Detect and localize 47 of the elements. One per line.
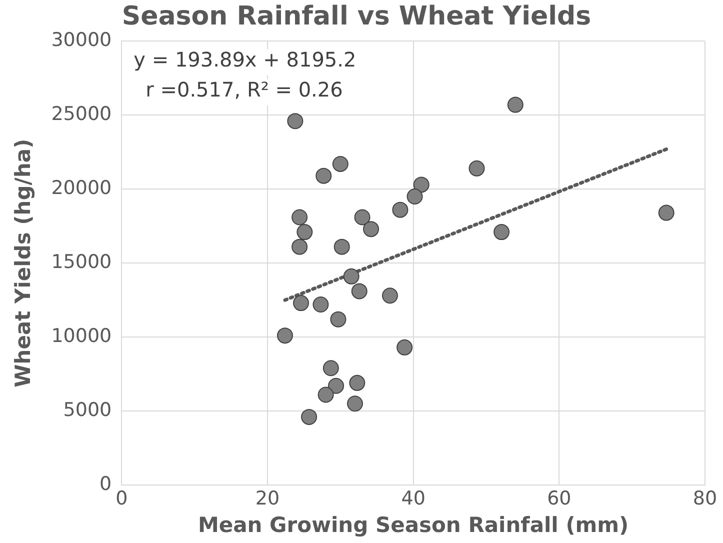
point (296, 224, 313, 240)
point (354, 209, 370, 226)
point (293, 295, 310, 312)
point (287, 113, 304, 130)
y-tick-label: 5000 (63, 398, 112, 421)
point (328, 378, 344, 394)
x-tick-label: 0 (116, 487, 128, 510)
point (301, 408, 318, 425)
point (351, 283, 368, 300)
x-tick-label: 80 (692, 487, 718, 510)
point (392, 202, 408, 218)
point (349, 374, 366, 391)
point (396, 339, 413, 356)
chart-title: Season Rainfall vs Wheat Yields (122, 1, 592, 32)
x-tick-label: 40 (401, 487, 426, 510)
annotation: r =0.517, R² = 0.26 (146, 77, 343, 102)
point (330, 311, 346, 328)
point (322, 360, 339, 376)
point (413, 176, 430, 193)
x-tick-label: 60 (547, 487, 572, 510)
point (363, 221, 380, 238)
y-tick-label: 20000 (51, 177, 112, 200)
y-tick-label: 15000 (51, 251, 112, 274)
annotation: y = 193.89x + 8195.2 (134, 47, 356, 72)
point (507, 96, 524, 113)
y-tick-label: 10000 (51, 325, 112, 348)
point (382, 288, 398, 304)
point (276, 328, 293, 344)
point (316, 168, 332, 184)
y-tick-label: 25000 (51, 103, 112, 126)
point (292, 238, 308, 255)
point (318, 386, 334, 403)
point (332, 156, 348, 172)
point (468, 160, 485, 176)
y-tick-label: 30000 (51, 29, 112, 52)
point (346, 396, 363, 412)
point (334, 238, 350, 255)
x-tick-label: 20 (255, 487, 280, 510)
x-axis-title: Mean Growing Season Rainfall (mm) (198, 512, 629, 537)
point (343, 268, 360, 284)
point (494, 224, 510, 240)
point (312, 296, 329, 313)
point (406, 188, 423, 205)
point (292, 209, 308, 226)
y-tick-label: 0 (100, 472, 112, 495)
y-axis-title: Wheat Yields (hg/ha) (11, 138, 36, 388)
point (658, 204, 674, 221)
